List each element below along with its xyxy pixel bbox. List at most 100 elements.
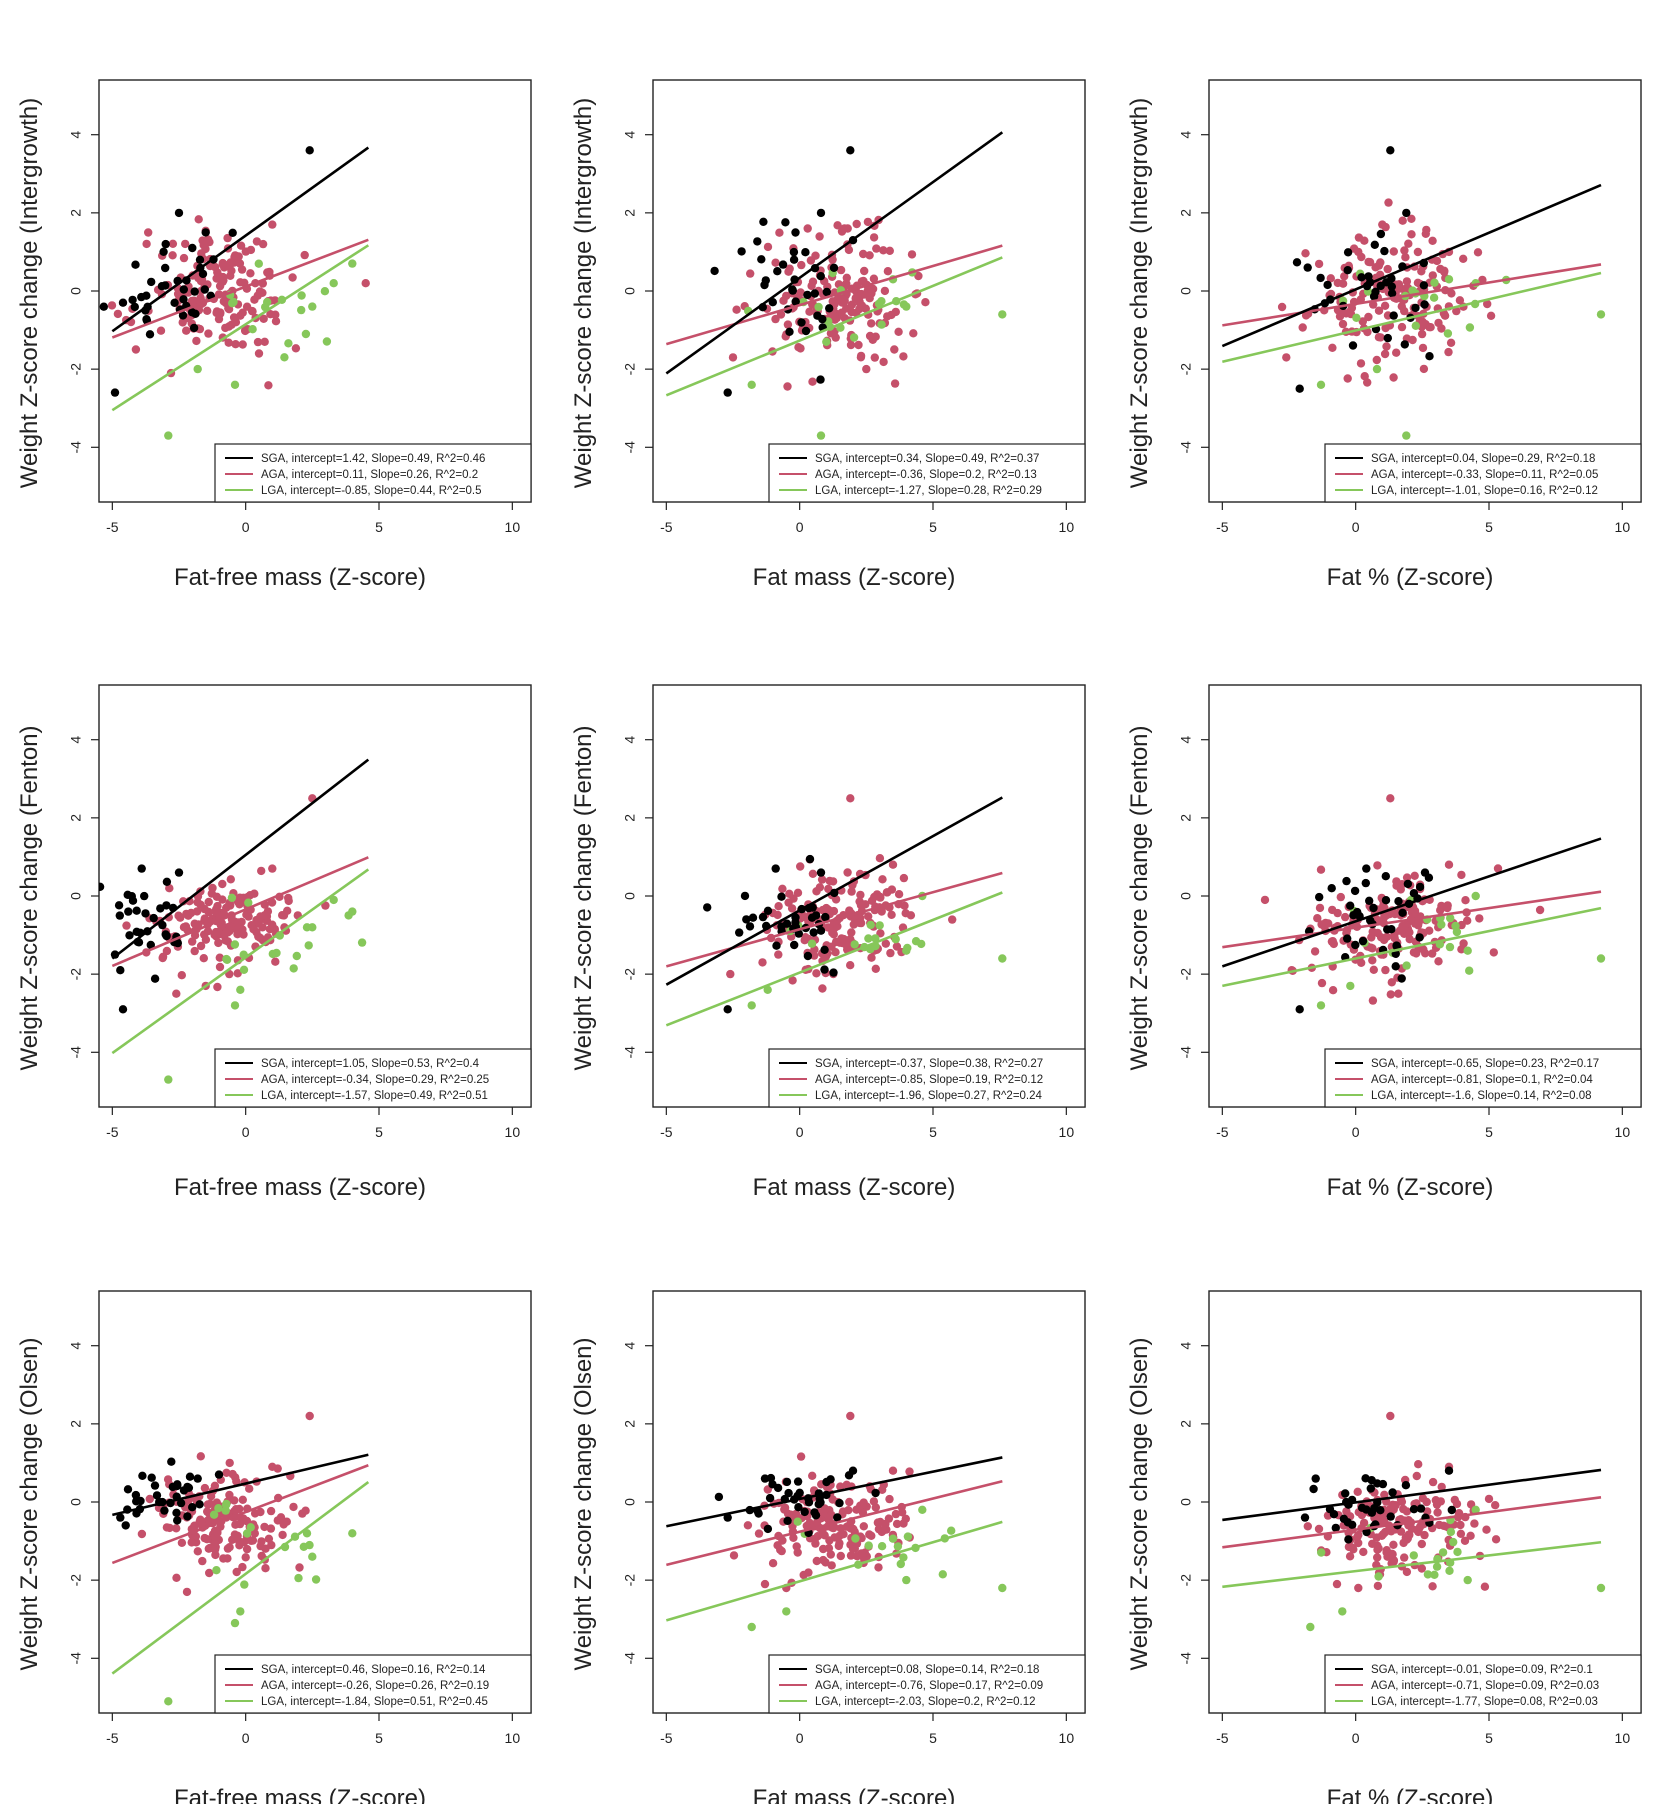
data-point-sga (1309, 1484, 1318, 1494)
data-point-sga (161, 930, 170, 939)
data-point-sga (116, 1513, 125, 1522)
x-tick-label: -5 (660, 1730, 673, 1746)
data-point-lga (793, 1517, 802, 1526)
data-point-aga (295, 1563, 304, 1572)
data-point-aga (796, 862, 805, 871)
data-point-lga (1317, 1548, 1326, 1557)
data-point-aga (231, 1505, 241, 1514)
data-point-sga (1357, 273, 1366, 282)
fit-line-lga (665, 256, 1003, 397)
data-point-lga (1463, 946, 1472, 955)
data-point-lga (302, 923, 312, 932)
data-point-aga (1364, 312, 1373, 322)
data-point-aga (1314, 1524, 1324, 1534)
data-point-sga (173, 1480, 182, 1489)
plot-area (111, 1411, 370, 1706)
data-point-aga (828, 310, 838, 319)
data-point-aga (196, 293, 205, 302)
legend-label-aga: AGA, intercept=-0.71, Slope=0.09, R^2=0.… (1371, 1680, 1599, 1692)
data-point-lga (348, 907, 357, 916)
y-tick-label: 2 (68, 814, 84, 822)
data-point-sga (1381, 872, 1391, 881)
data-point-aga (808, 1471, 817, 1481)
fit-line-sga (111, 758, 370, 960)
data-point-sga (305, 146, 314, 155)
data-point-sga (777, 892, 786, 901)
data-point-lga (1471, 891, 1480, 901)
data-point-lga (348, 1529, 357, 1538)
data-point-lga (228, 299, 237, 308)
data-point-aga (1360, 372, 1369, 381)
data-point-aga (252, 237, 262, 246)
data-point-aga (162, 1523, 172, 1532)
x-tick-label: -5 (1216, 1124, 1229, 1140)
data-point-aga (840, 296, 849, 306)
data-point-aga (223, 233, 232, 243)
data-point-aga (873, 1518, 883, 1527)
data-point-sga (723, 388, 732, 397)
data-point-lga (1446, 913, 1455, 923)
data-point-lga (1432, 1562, 1442, 1571)
legend-box (1324, 1048, 1642, 1108)
data-point-aga (818, 905, 827, 915)
data-point-aga (726, 969, 735, 979)
data-point-lga (242, 1529, 252, 1538)
data-point-lga (254, 259, 263, 268)
data-point-sga (795, 1488, 804, 1498)
data-point-lga (230, 1001, 240, 1010)
data-point-sga (1380, 246, 1389, 256)
legend-label-sga: SGA, intercept=0.34, Slope=0.49, R^2=0.3… (815, 453, 1039, 465)
legend: SGA, intercept=-0.65, Slope=0.23, R^2=0.… (1324, 1048, 1642, 1108)
data-point-sga (1391, 962, 1400, 971)
data-point-aga (829, 1523, 838, 1533)
data-point-aga (1386, 794, 1395, 803)
y-tick-label: 4 (68, 1342, 84, 1350)
fit-line-aga (111, 856, 369, 968)
data-point-aga (260, 1522, 269, 1532)
data-point-aga (218, 260, 228, 269)
data-point-aga (226, 271, 235, 280)
x-tick-label: 10 (1059, 519, 1075, 535)
data-point-aga (846, 340, 856, 350)
data-point-aga (843, 868, 852, 877)
data-point-aga (1353, 1533, 1362, 1542)
legend-label-aga: AGA, intercept=-0.26, Slope=0.26, R^2=0.… (261, 1680, 489, 1692)
y-tick-label: -4 (1178, 441, 1194, 454)
data-point-aga (788, 976, 797, 985)
legend-label-sga: SGA, intercept=-0.37, Slope=0.38, R^2=0.… (815, 1058, 1043, 1070)
data-point-lga (998, 1583, 1007, 1593)
data-point-aga (1428, 1477, 1438, 1487)
data-point-aga (131, 345, 141, 354)
data-point-sga (162, 877, 172, 886)
data-point-sga (160, 1506, 169, 1515)
x-tick-label: 0 (242, 1124, 250, 1140)
data-point-aga (875, 854, 885, 863)
data-point-sga (1343, 934, 1352, 943)
data-point-aga (196, 941, 206, 951)
data-point-aga (1402, 1567, 1412, 1577)
data-point-aga (264, 1534, 274, 1544)
fit-line-aga (665, 871, 1003, 968)
data-point-sga (768, 1480, 777, 1489)
data-point-aga (1353, 1487, 1362, 1497)
data-point-lga (1346, 981, 1355, 991)
data-point-aga (836, 265, 846, 275)
data-point-lga (911, 937, 921, 946)
data-point-lga (1438, 1548, 1448, 1557)
y-tick-label: 0 (622, 287, 638, 295)
data-point-aga (845, 1497, 854, 1507)
y-tick-label: -4 (622, 441, 638, 454)
data-point-sga (146, 940, 155, 950)
data-point-aga (885, 1494, 894, 1504)
data-point-sga (173, 1516, 182, 1525)
data-point-aga (271, 317, 281, 326)
legend-box (768, 443, 1086, 503)
data-point-aga (906, 911, 916, 920)
data-point-aga (1373, 928, 1382, 938)
data-point-sga (833, 1513, 842, 1522)
data-point-aga (282, 1517, 291, 1526)
data-point-aga (1342, 1507, 1351, 1516)
data-point-aga (253, 291, 262, 300)
data-point-aga (168, 251, 177, 260)
data-point-sga (848, 1466, 858, 1475)
